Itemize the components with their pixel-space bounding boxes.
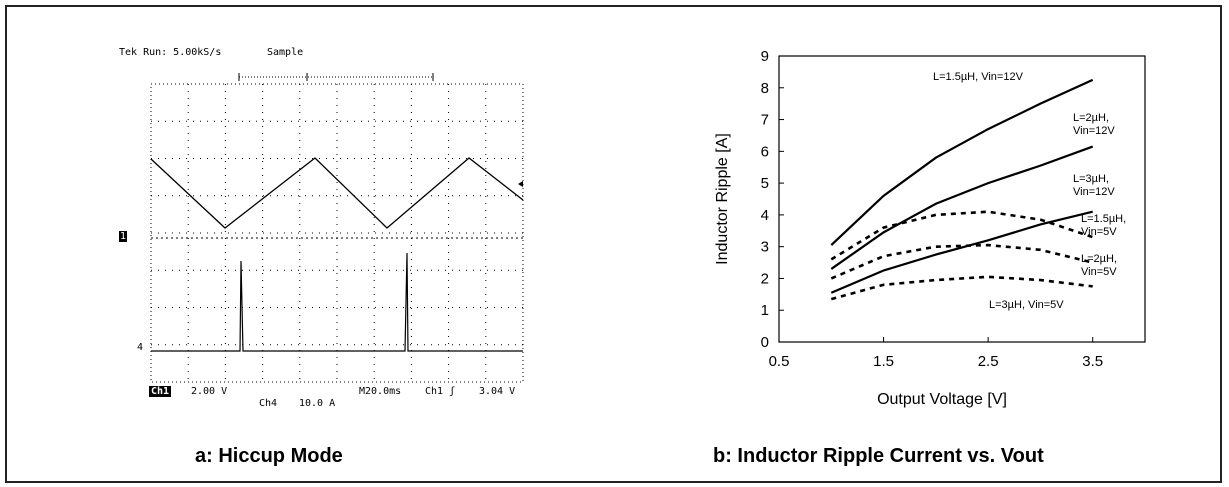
- caption-ripple-vs-vout: b: Inductor Ripple Current vs. Vout: [713, 445, 1044, 467]
- x-tick-label: 1.5: [873, 353, 894, 370]
- oscilloscope-capture: Tek Run: 5.00kS/s Sample 1 4 Ch1 2.00 V …: [119, 47, 531, 417]
- x-tick-label: 0.5: [769, 353, 790, 370]
- ch4-waveform: [151, 252, 523, 352]
- series-line-6: [830, 275, 1093, 301]
- ch1-marker: 1: [119, 231, 128, 242]
- series-annotation: L=1.5µH, Vin=12V: [933, 71, 1023, 83]
- series-line-1: [830, 78, 1094, 246]
- footer-ch1-scale: 2.00 V: [191, 386, 228, 397]
- figure-frame: Tek Run: 5.00kS/s Sample 1 4 Ch1 2.00 V …: [5, 5, 1222, 483]
- scope-run-status: Tek Run: 5.00kS/s: [119, 47, 222, 58]
- oscilloscope-screen: [150, 73, 524, 383]
- footer-ch4: Ch4: [259, 398, 278, 409]
- series-line-4: [830, 210, 1094, 261]
- scope-acq-mode: Sample: [267, 47, 304, 58]
- y-tick-label: 6: [761, 143, 769, 160]
- y-tick-label: 1: [761, 302, 769, 319]
- footer-timebase: M20.0ms: [359, 386, 402, 397]
- ch4-marker: 4: [137, 342, 144, 353]
- ch1-waveform: [150, 157, 524, 229]
- footer-trigger-level: 3.04 V: [479, 386, 516, 397]
- series-line-5: [830, 243, 1094, 280]
- x-tick-label: 3.5: [1082, 353, 1103, 370]
- series-annotation: L=3µH, Vin=5V: [989, 299, 1064, 311]
- series-annotation: L=2µH, Vin=5V: [1081, 253, 1117, 278]
- y-tick-label: 2: [761, 270, 769, 287]
- footer-ch4-scale: 10.0 A: [299, 398, 336, 409]
- series-annotation: L=3µH, Vin=12V: [1073, 173, 1115, 198]
- x-axis-label: Output Voltage [V]: [877, 391, 1007, 408]
- y-tick-label: 4: [761, 207, 769, 224]
- footer-trigger: Ch1 ʃ: [425, 386, 456, 397]
- series-line-3: [830, 210, 1093, 294]
- y-tick-label: 5: [761, 175, 769, 192]
- footer-ch1: Ch1: [149, 386, 172, 397]
- scope-graticule-frame: [150, 83, 524, 383]
- y-tick-label: 7: [761, 112, 769, 129]
- y-tick-label: 9: [761, 48, 769, 65]
- ripple-chart-svg: 0 1 2 3 4 5 6 7 8 9 0.5 1.5 2.5 3.5 Output Voltage [V]…: [714, 48, 1146, 408]
- y-tick-label: 8: [761, 80, 769, 97]
- x-tick-label: 2.5: [978, 353, 999, 370]
- series-annotation: L=2µH, Vin=12V: [1073, 112, 1115, 137]
- plot-area-frame: [778, 55, 1146, 343]
- series-line-2: [830, 145, 1094, 270]
- ripple-chart: 0 1 2 3 4 5 6 7 8 9 0.5 1.5 2.5 3.5 Output Voltage [V]…: [707, 43, 1197, 423]
- y-tick-label: 3: [761, 239, 769, 256]
- series-annotation: L=1.5µH, Vin=5V: [1081, 213, 1127, 238]
- y-tick-label: 0: [761, 334, 769, 351]
- y-axis-label: Inductor Ripple [A]: [714, 133, 731, 265]
- scope-edge-marker-icon: [518, 181, 523, 187]
- caption-hiccup-mode: a: Hiccup Mode: [195, 445, 343, 467]
